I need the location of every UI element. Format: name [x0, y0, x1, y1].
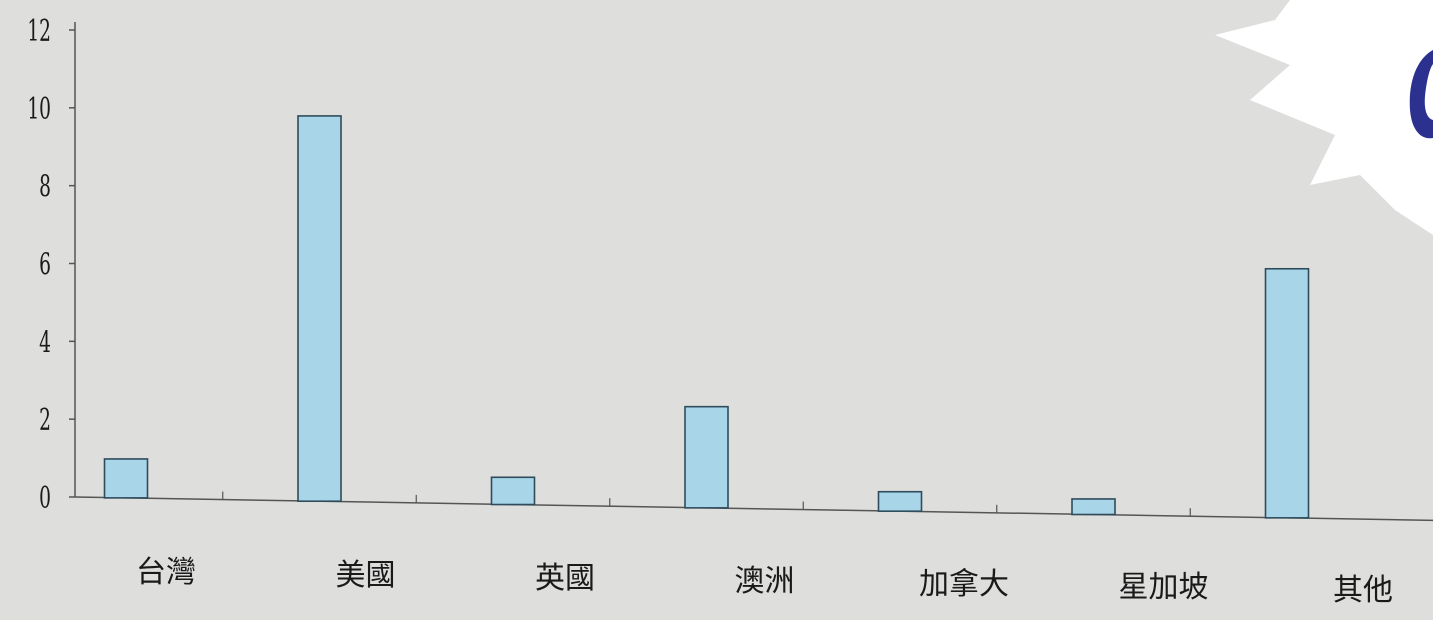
starburst-shape: [1215, 0, 1433, 235]
axes: [74, 22, 1433, 522]
x-tick-label: 美國: [336, 558, 396, 593]
bar: [877, 490, 923, 512]
x-tick-label: 英國: [535, 561, 595, 596]
y-tick-label: 8: [39, 169, 51, 204]
y-tick-label: 0: [39, 480, 51, 515]
y-tick-label: 10: [27, 91, 51, 126]
y-tick-label: 2: [39, 403, 51, 438]
y-tick-label: 6: [39, 247, 51, 282]
x-tick-label: 澳洲: [735, 564, 795, 599]
bars: [103, 115, 1310, 519]
x-axis-line: [74, 496, 1433, 522]
bar: [103, 458, 149, 499]
y-axis-ticks: 0 2 4 6 8 10 12: [27, 13, 75, 515]
x-axis-labels: 台灣 美國 英國 澳洲 加拿大 星加坡 其他: [136, 555, 1393, 608]
x-tick-label: 加拿大: [919, 567, 1009, 602]
bar: [1264, 267, 1310, 519]
y-tick-label: 4: [39, 325, 51, 360]
bar: [684, 405, 729, 509]
burst-glyph-icon: [1409, 50, 1433, 139]
x-tick-label: 其他: [1333, 573, 1393, 608]
bar: [297, 115, 342, 503]
bar: [1071, 498, 1116, 516]
bar: [490, 476, 536, 506]
y-tick-label: 12: [27, 13, 51, 48]
x-tick-label: 台灣: [136, 555, 196, 590]
x-tick-label: 星加坡: [1119, 570, 1209, 605]
